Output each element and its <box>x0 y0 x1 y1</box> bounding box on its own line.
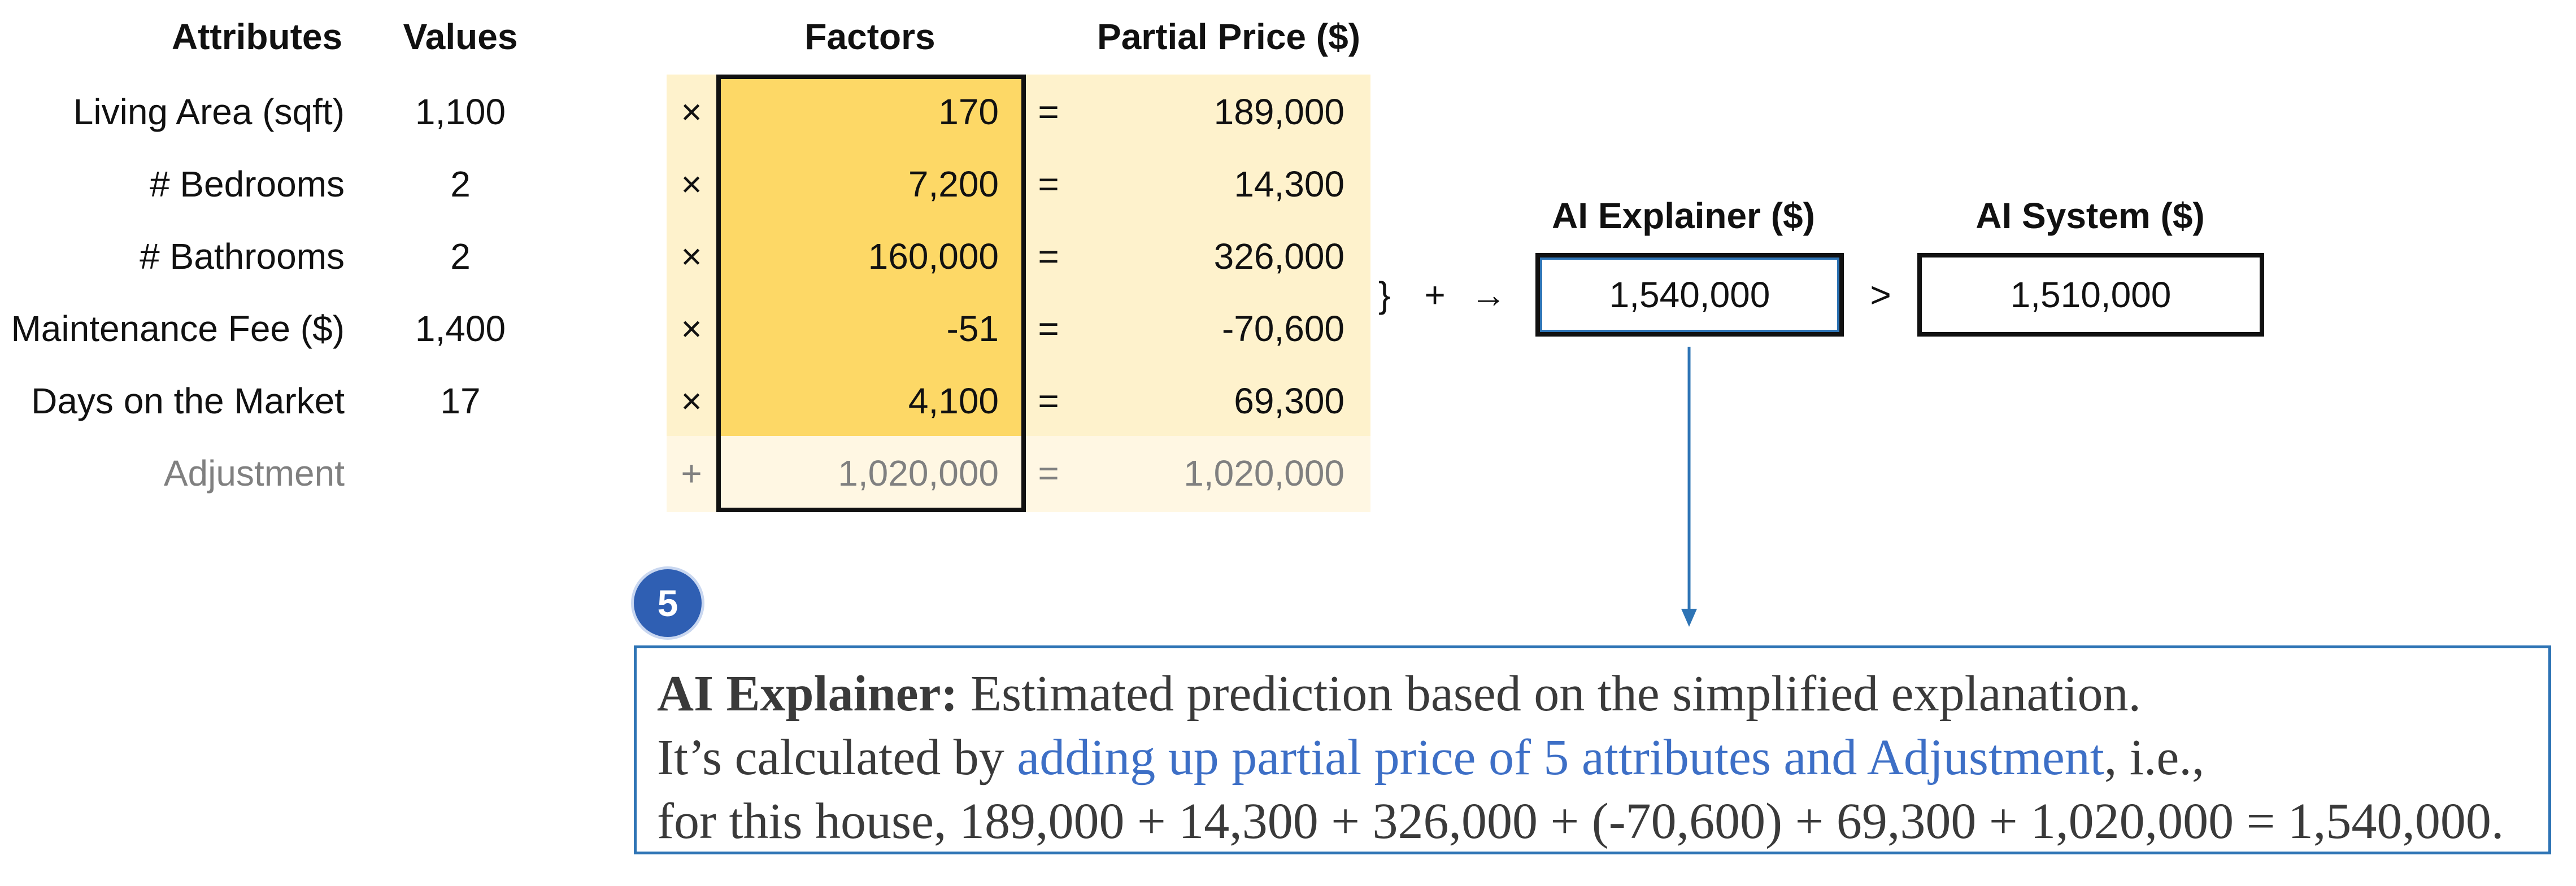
explanation-title: AI Explainer: <box>657 666 958 722</box>
attribute-label: # Bedrooms <box>149 164 345 204</box>
factor-value: 4,100 <box>908 381 999 421</box>
attribute-label: Maintenance Fee ($) <box>11 308 345 349</box>
header-attributes: Attributes <box>171 16 343 57</box>
explanation-line-1: AI Explainer: Estimated prediction based… <box>657 662 2528 726</box>
header-ai-explainer: AI Explainer ($) <box>1552 195 1815 236</box>
greater-than-symbol: > <box>1870 274 1891 315</box>
factor-value: 1,020,000 <box>838 453 999 494</box>
multiply-sign: × <box>681 381 702 421</box>
factors-frame <box>716 75 1026 512</box>
ai-system-box: 1,510,000 <box>1917 253 2264 337</box>
multiply-sign: × <box>681 91 702 132</box>
arrow-icon: → <box>1470 274 1507 315</box>
plus-symbol: + <box>1424 274 1446 315</box>
partial-price-value: 1,020,000 <box>1183 453 1344 494</box>
attribute-label: # Bathrooms <box>140 236 345 277</box>
partial-price-value: 326,000 <box>1213 236 1344 277</box>
equals-sign: = <box>1038 308 1059 349</box>
plus-sign: + <box>681 453 702 494</box>
attribute-value: 2 <box>450 236 471 277</box>
factor-value: -51 <box>946 308 999 349</box>
explanation-line-3: for this house, 189,000 + 14,300 + 326,0… <box>657 793 2504 849</box>
attribute-label: Adjustment <box>163 453 345 494</box>
equals-sign: = <box>1038 164 1059 204</box>
factor-value: 7,200 <box>908 164 999 204</box>
partial-price-value: -70,600 <box>1221 308 1344 349</box>
explanation-text: It’s calculated by <box>657 730 1017 785</box>
partial-price-value: 69,300 <box>1234 381 1344 421</box>
explanation-line-2: It’s calculated by adding up partial pri… <box>657 726 2528 789</box>
multiply-sign: × <box>681 164 702 204</box>
attribute-value: 1,100 <box>415 91 506 132</box>
header-values: Values <box>403 16 518 57</box>
connector-arrow <box>1681 347 1697 627</box>
attribute-value: 1,400 <box>415 308 506 349</box>
adjustment-fill <box>667 436 1370 512</box>
equals-sign: = <box>1038 236 1059 277</box>
header-factors: Factors <box>804 16 935 57</box>
factor-value: 170 <box>938 91 999 132</box>
equals-sign: = <box>1038 381 1059 421</box>
partial-price-value: 189,000 <box>1213 91 1344 132</box>
equals-sign: = <box>1038 91 1059 132</box>
explanation-text: , i.e., <box>2104 730 2205 785</box>
header-partial-price: Partial Price ($) <box>1097 16 1360 57</box>
ai-explainer-box: 1,540,000 <box>1535 253 1844 337</box>
attribute-value: 17 <box>440 381 481 421</box>
attribute-value: 2 <box>450 164 471 204</box>
multiply-sign: × <box>681 236 702 277</box>
equals-sign: = <box>1038 453 1059 494</box>
ai-system-value: 1,510,000 <box>2010 274 2172 315</box>
factor-value: 160,000 <box>868 236 999 277</box>
step-badge: 5 <box>634 569 702 637</box>
factors-fill <box>716 75 1026 436</box>
partial-price-value: 14,300 <box>1234 164 1344 204</box>
multiply-sign: × <box>681 308 702 349</box>
header-ai-system: AI System ($) <box>1975 195 2205 236</box>
explanation-box: AI Explainer: Estimated prediction based… <box>634 645 2551 854</box>
explanation-text: Estimated prediction based on the simpli… <box>971 666 2142 722</box>
brace-symbol: } <box>1378 274 1391 315</box>
attribute-label: Living Area (sqft) <box>73 91 345 132</box>
attribute-label: Days on the Market <box>31 381 345 421</box>
explanation-highlight: adding up partial price of 5 attributes … <box>1017 730 2104 785</box>
ai-explainer-value: 1,540,000 <box>1609 274 1770 315</box>
